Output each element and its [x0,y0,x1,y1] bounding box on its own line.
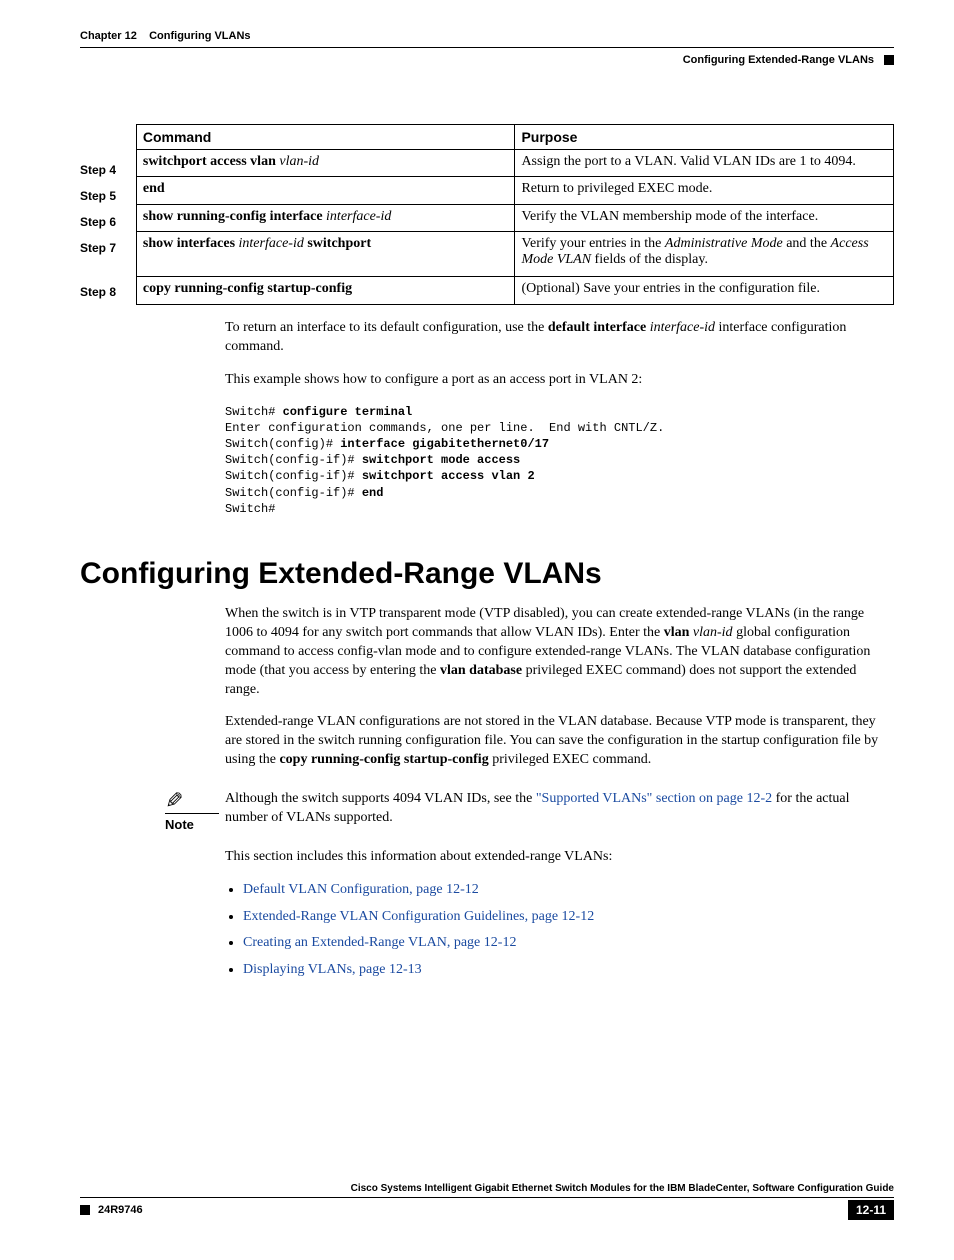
running-subheader: Configuring Extended-Range VLANs [80,54,894,66]
toc-list: Default VLAN Configuration, page 12-12 Ex… [225,877,894,983]
page-footer: Cisco Systems Intelligent Gigabit Ethern… [80,1183,894,1220]
step-label: Step 7 [80,235,136,279]
pencil-icon: ✎ [165,790,183,812]
step-label: Step 5 [80,183,136,209]
th-purpose: Purpose [515,125,894,150]
footer-page-number: 12-11 [848,1200,894,1220]
command-cell: show running-config interface interface-… [136,204,515,231]
footer-doc-number: 24R9746 [98,1204,848,1216]
step-label: Step 8 [80,279,136,305]
cli-example: Switch# configure terminal Enter configu… [225,404,894,517]
paragraph-extended-intro: When the switch is in VTP transparent mo… [225,605,894,699]
command-table-wrapper: Step 4Step 5Step 6Step 7Step 8 Command P… [80,124,894,305]
purpose-cell: Verify the VLAN membership mode of the i… [515,204,894,231]
command-cell: switchport access vlan vlan-id [136,150,515,177]
command-cell: copy running-config startup-config [136,277,515,305]
list-item: Creating an Extended-Range VLAN, page 12… [243,930,894,957]
list-item: Default VLAN Configuration, page 12-12 [243,877,894,904]
cross-reference-link[interactable]: "Supported VLANs" section on page 12-2 [536,791,772,806]
toc-link[interactable]: Creating an Extended-Range VLAN, page 12… [243,935,516,950]
purpose-cell: Verify your entries in the Administrativ… [515,232,894,277]
chapter-title: Configuring VLANs [149,30,250,42]
note-body: Although the switch supports 4094 VLAN I… [225,790,894,834]
step-column: Step 4Step 5Step 6Step 7Step 8 [80,124,136,305]
table-row: show running-config interface interface-… [136,204,893,231]
list-item: Displaying VLANs, page 12-13 [243,957,894,984]
step-label: Step 4 [80,157,136,183]
toc-link[interactable]: Displaying VLANs, page 12-13 [243,962,422,977]
note-label: Note [165,817,194,832]
th-command: Command [136,125,515,150]
section-heading: Configuring Extended-Range VLANs [80,557,894,591]
paragraph-example-intro: This example shows how to configure a po… [225,371,894,390]
purpose-cell: Assign the port to a VLAN. Valid VLAN ID… [515,150,894,177]
toc-link[interactable]: Extended-Range VLAN Configuration Guidel… [243,909,594,924]
footer-book-title: Cisco Systems Intelligent Gigabit Ethern… [80,1183,894,1198]
step-label: Step 6 [80,209,136,235]
table-row: switchport access vlan vlan-idAssign the… [136,150,893,177]
purpose-cell: Return to privileged EXEC mode. [515,177,894,204]
paragraph-default-interface: To return an interface to its default co… [225,319,894,357]
command-table: Command Purpose switchport access vlan v… [136,124,894,305]
table-row: endReturn to privileged EXEC mode. [136,177,893,204]
toc-link[interactable]: Default VLAN Configuration, page 12-12 [243,882,479,897]
table-row: show interfaces interface-id switchportV… [136,232,893,277]
list-item: Extended-Range VLAN Configuration Guidel… [243,904,894,931]
note-block: ✎ Note Although the switch supports 4094… [165,790,894,834]
purpose-cell: (Optional) Save your entries in the conf… [515,277,894,305]
running-header: Chapter 12 Configuring VLANs [80,30,894,48]
note-icon-column: ✎ Note [165,790,225,834]
command-cell: end [136,177,515,204]
table-row: copy running-config startup-config(Optio… [136,277,893,305]
chapter-label: Chapter 12 [80,30,137,42]
paragraph-extended-storage: Extended-range VLAN configurations are n… [225,713,894,770]
paragraph-toc-intro: This section includes this information a… [225,848,894,867]
command-cell: show interfaces interface-id switchport [136,232,515,277]
